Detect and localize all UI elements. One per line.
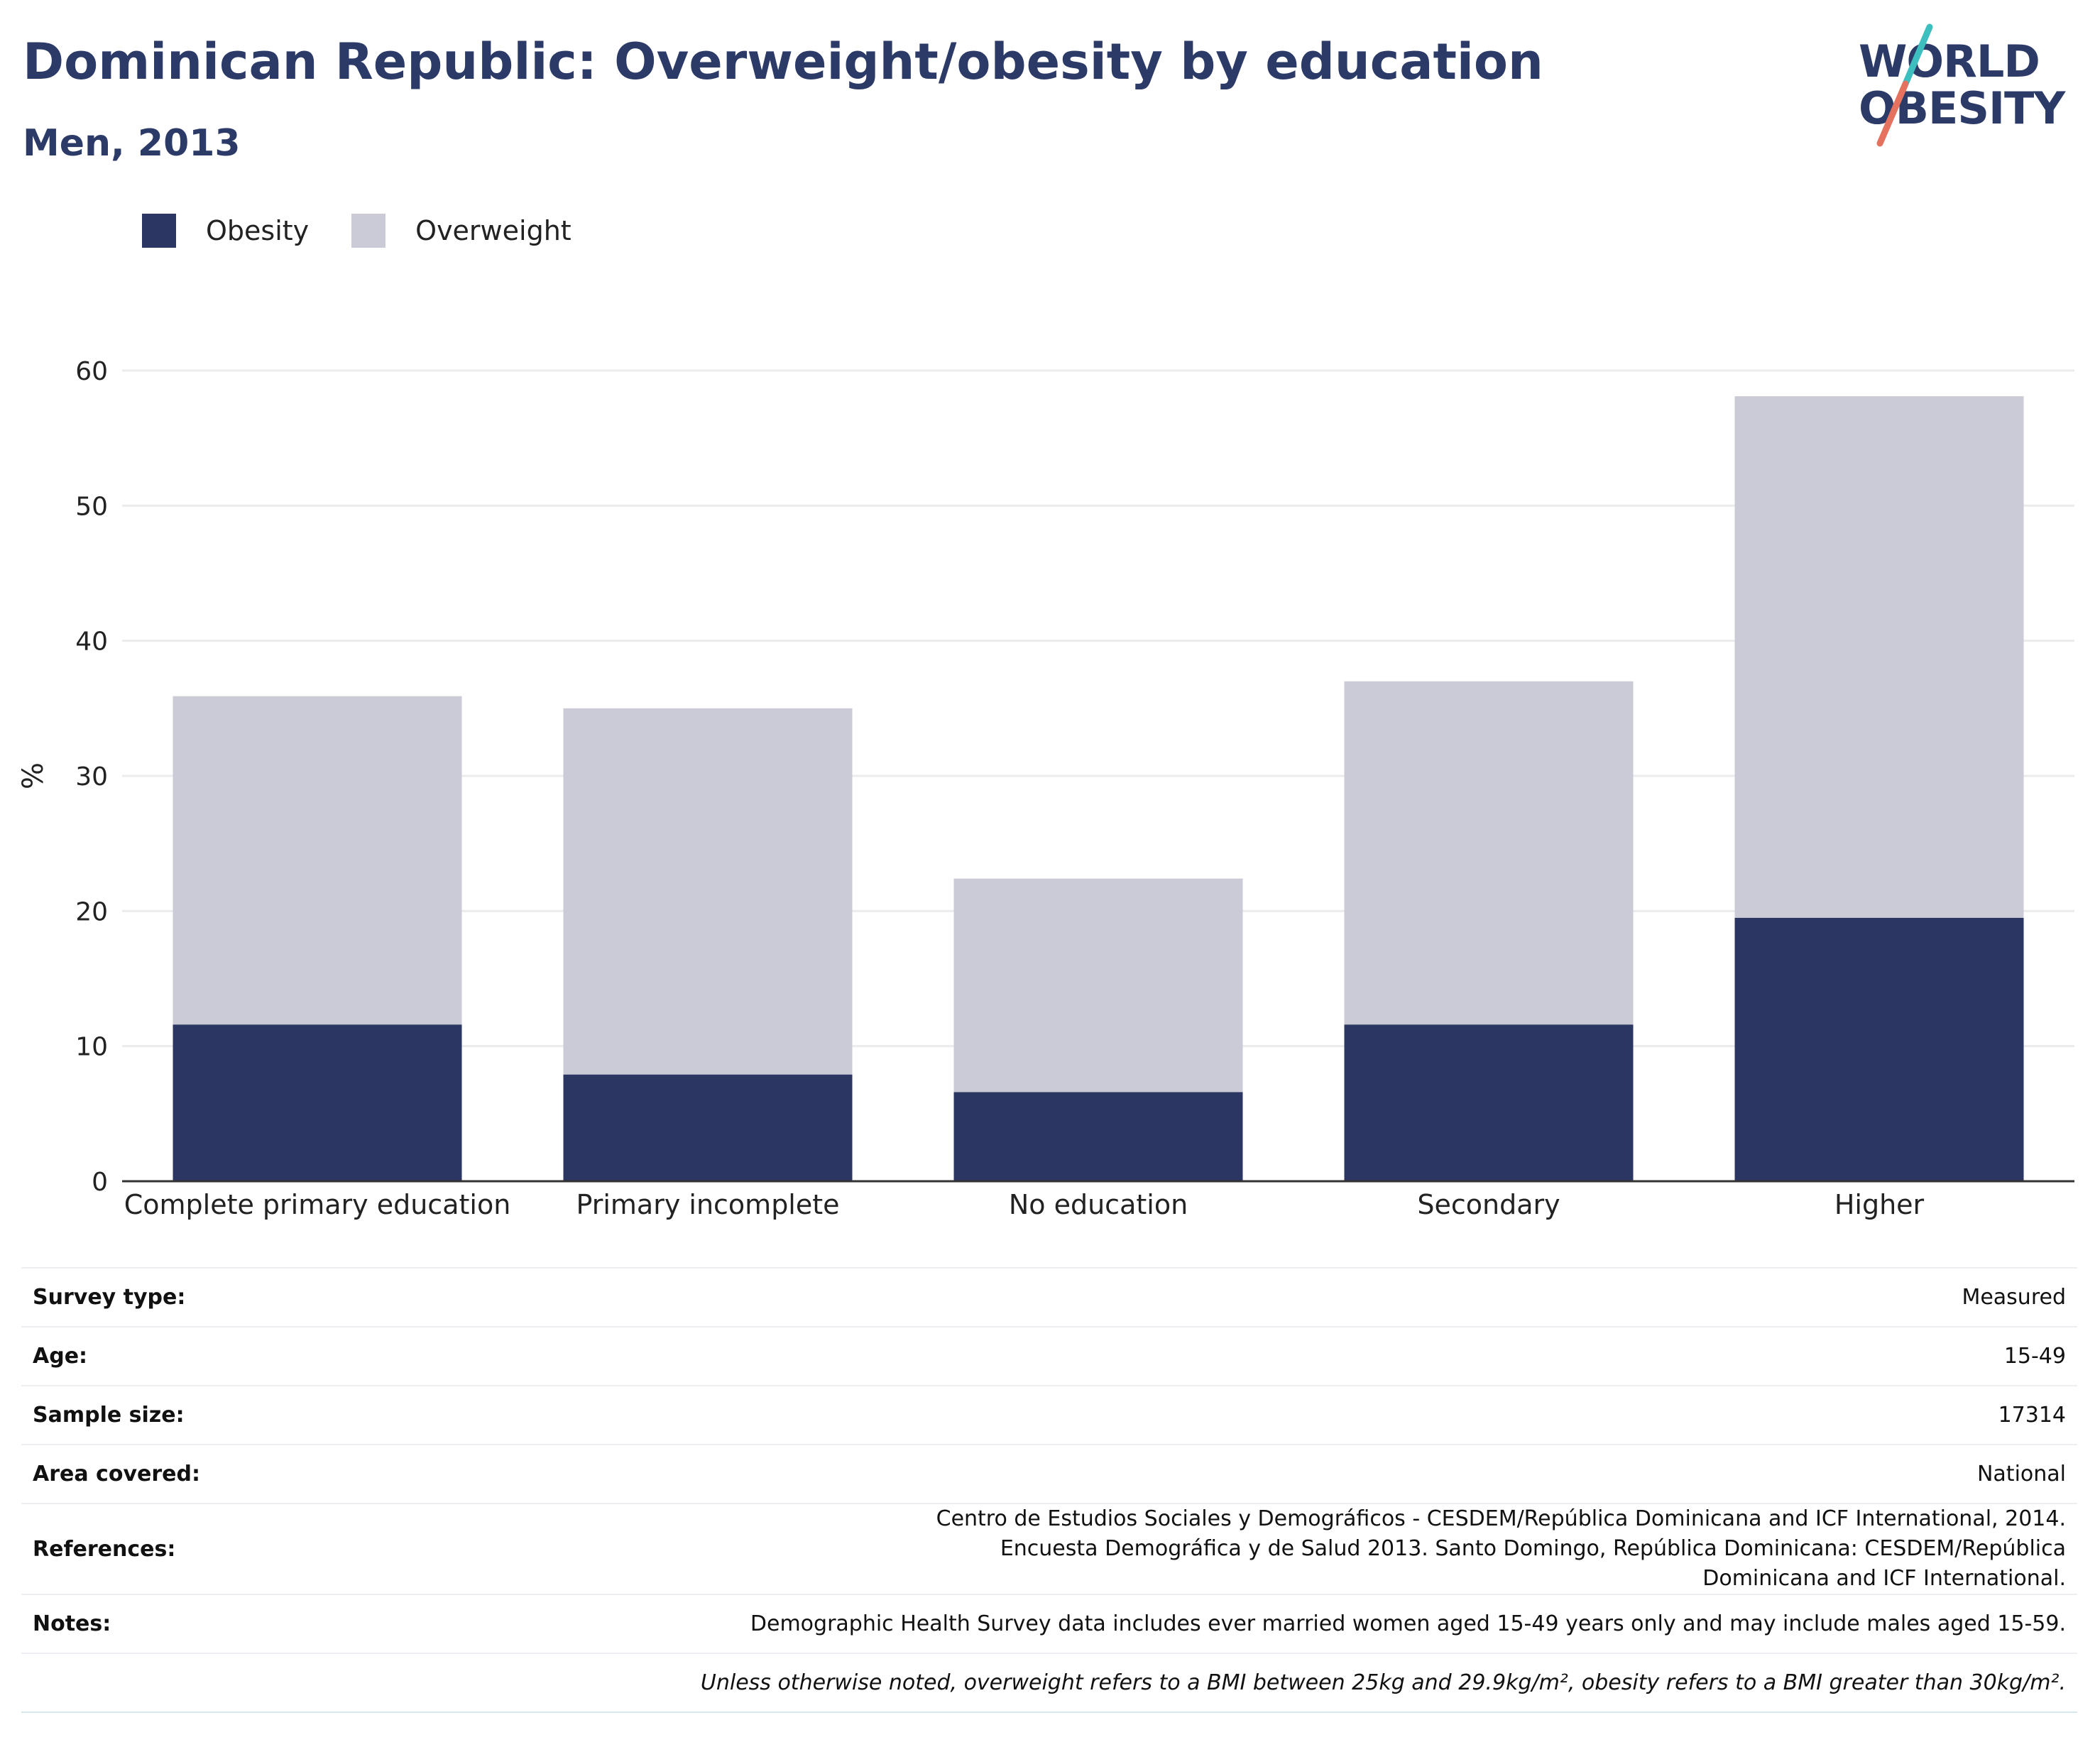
- info-row: References: Centro de Estudios Sociales y…: [21, 1503, 2077, 1594]
- info-key: Area covered:: [21, 1444, 342, 1504]
- y-tick-label: 40: [75, 628, 108, 657]
- y-axis-label: %: [17, 762, 50, 789]
- chart-legend: Obesity Overweight: [142, 213, 614, 248]
- x-tick-label: No education: [1009, 1189, 1188, 1220]
- page-title: Dominican Republic: Overweight/obesity b…: [23, 33, 1543, 91]
- info-key: References:: [21, 1503, 342, 1594]
- info-key: [21, 1653, 342, 1713]
- legend-item-obesity[interactable]: Obesity: [142, 214, 309, 248]
- info-row: Notes: Demographic Health Survey data inc…: [21, 1594, 2077, 1653]
- info-key: Survey type:: [21, 1267, 342, 1327]
- y-tick-label: 60: [75, 357, 108, 386]
- bar-obesity-2[interactable]: [953, 1092, 1243, 1181]
- y-tick-label: 20: [75, 897, 108, 926]
- legend-swatch-overweight: [351, 214, 386, 248]
- legend-label-obesity: Obesity: [206, 215, 310, 246]
- x-tick-label: Complete primary education: [124, 1189, 511, 1220]
- y-tick-label: 0: [92, 1168, 108, 1197]
- survey-info-table: Survey type: Measured Age: 15-49 Sample size…: [21, 1267, 2077, 1713]
- legend-swatch-obesity: [142, 214, 176, 248]
- info-value: 15-49: [342, 1326, 2077, 1386]
- x-tick-label: Secondary: [1417, 1189, 1560, 1220]
- y-tick-label: 50: [75, 492, 108, 521]
- axes: 0 10 20 30 40 50 60% Complete primary education…: [17, 357, 2074, 1220]
- info-row: Age: 15-49: [21, 1326, 2077, 1386]
- info-value: Unless otherwise noted, overweight refer…: [342, 1653, 2077, 1713]
- logo-slash-icon: [1876, 23, 1933, 147]
- info-key: Sample size:: [21, 1385, 342, 1445]
- info-row: Area covered: National: [21, 1444, 2077, 1504]
- info-value: 17314: [342, 1385, 2077, 1445]
- info-value: Demographic Health Survey data includes …: [342, 1594, 2077, 1653]
- bar-overweight-4[interactable]: [1734, 396, 2024, 918]
- info-key: Age:: [21, 1326, 342, 1386]
- legend-label-overweight: Overweight: [415, 215, 572, 246]
- x-tick-label: Higher: [1834, 1189, 1925, 1220]
- bar-overweight-3[interactable]: [1344, 681, 1634, 1025]
- world-obesity-logo: WORLD OBESITY: [1846, 21, 2087, 149]
- info-value: Measured: [342, 1267, 2077, 1327]
- y-tick-label: 30: [75, 762, 108, 792]
- bar-obesity-1[interactable]: [563, 1074, 853, 1181]
- bar-obesity-0[interactable]: [173, 1024, 462, 1181]
- bar-overweight-0[interactable]: [173, 696, 462, 1025]
- bar-obesity-3[interactable]: [1344, 1024, 1634, 1181]
- info-key: Notes:: [21, 1594, 342, 1653]
- info-value: Centro de Estudios Sociales y Demográfic…: [342, 1503, 2077, 1594]
- bar-chart: 0 10 20 30 40 50 60% Complete primary education…: [17, 357, 2074, 1220]
- y-tick-label: 10: [75, 1033, 108, 1062]
- info-row: Sample size: 17314: [21, 1385, 2077, 1445]
- page-subtitle: Men, 2013: [23, 122, 241, 165]
- x-tick-label: Primary incomplete: [576, 1189, 839, 1220]
- info-row: Survey type: Measured: [21, 1267, 2077, 1327]
- bar-overweight-1[interactable]: [563, 708, 853, 1075]
- legend-item-overweight[interactable]: Overweight: [351, 214, 572, 248]
- logo-text-world: WORLD: [1859, 35, 2040, 87]
- bar-obesity-4[interactable]: [1734, 917, 2024, 1181]
- info-row: Unless otherwise noted, overweight refer…: [21, 1653, 2077, 1713]
- bar-overweight-2[interactable]: [953, 878, 1243, 1092]
- info-value: National: [342, 1444, 2077, 1504]
- bars: [173, 396, 2024, 1181]
